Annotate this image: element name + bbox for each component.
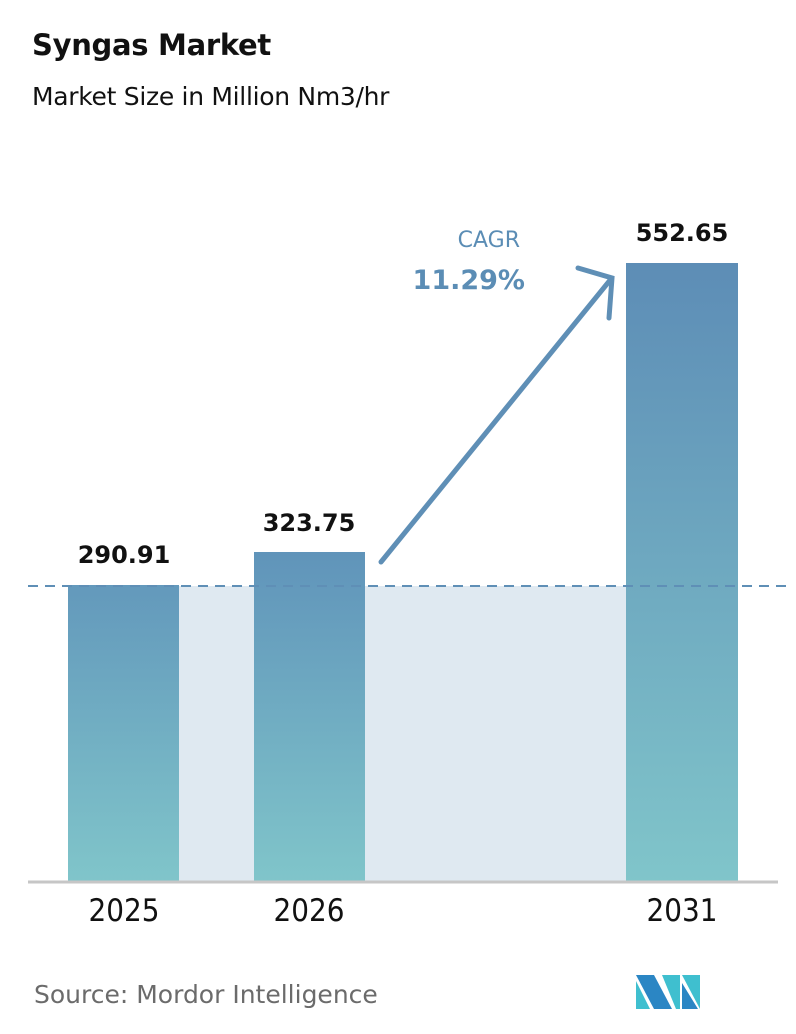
bar-2026 (254, 552, 365, 882)
bar-value-2031: 552.65 (635, 219, 729, 247)
x-tick-2025: 2025 (88, 893, 160, 929)
cagr-label: CAGR (457, 228, 520, 253)
x-tick-2026: 2026 (273, 893, 345, 929)
source-text: Source: Mordor Intelligence (34, 980, 378, 1009)
chart-subtitle: Market Size in Million Nm3/hr (32, 82, 390, 111)
reference-fill-band (179, 586, 626, 882)
mordor-intelligence-logo-icon (636, 975, 700, 1009)
bar-2025 (68, 585, 179, 882)
bar-2031 (626, 263, 738, 882)
x-tick-2031: 2031 (646, 893, 718, 929)
bar-value-2025: 290.91 (77, 541, 171, 569)
cagr-value: 11.29% (412, 265, 525, 296)
chart-title: Syngas Market (32, 28, 271, 62)
bar-value-2026: 323.75 (262, 509, 356, 537)
cagr-arrow-icon (378, 265, 615, 565)
